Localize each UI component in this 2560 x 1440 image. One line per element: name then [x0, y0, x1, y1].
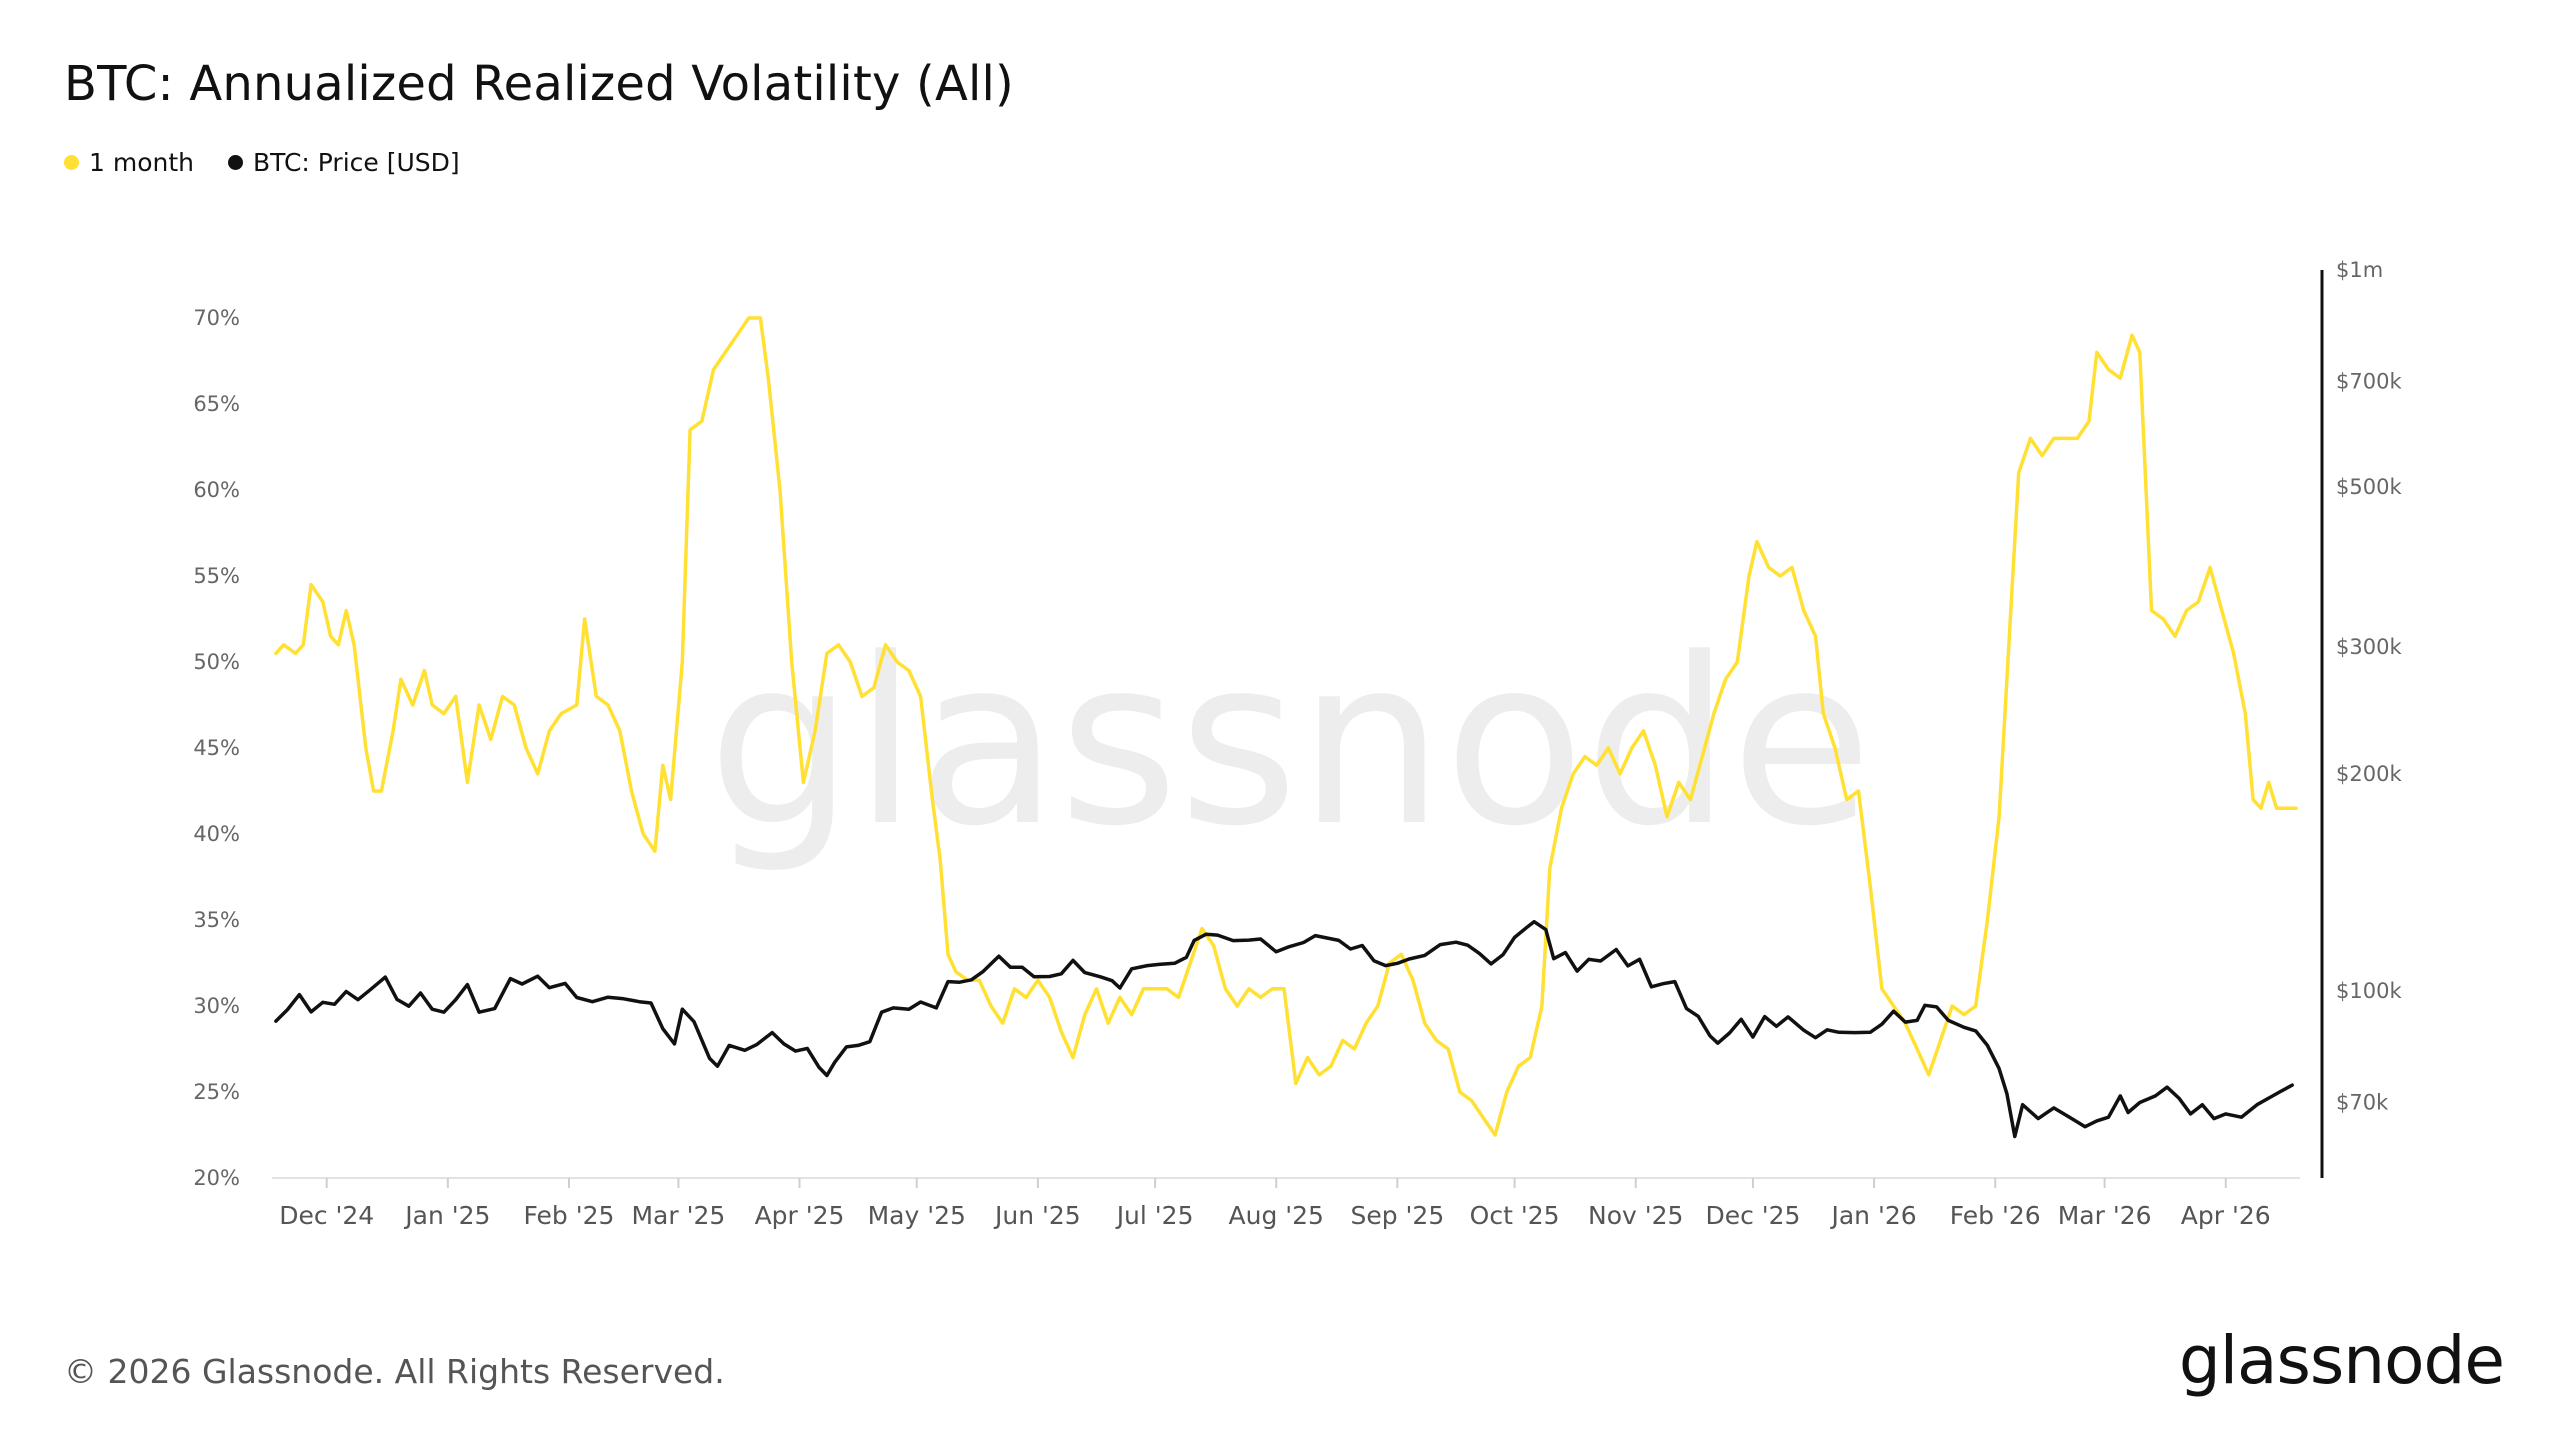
x-tick-label: Mar '26: [2058, 1201, 2152, 1230]
y-right-tick-label: $1m: [2336, 258, 2383, 282]
y-left-tick-label: 60%: [193, 478, 240, 502]
x-tick-label: Feb '26: [1950, 1201, 2041, 1230]
x-axis: Dec '24 Jan '25 Feb '25 Mar '25 Apr '25 May '…: [272, 1177, 2300, 1230]
y-left-tick-label: 30%: [193, 994, 240, 1018]
brand-logo: glassnode: [2178, 1322, 2505, 1399]
x-tick-label: Nov '25: [1588, 1201, 1683, 1230]
y-right-tick-label: $70k: [2336, 1091, 2389, 1115]
x-tick-label: Jan '26: [1829, 1201, 1916, 1230]
y-left-tick-label: 20%: [193, 1166, 240, 1190]
x-tick-label: Apr '25: [755, 1201, 845, 1230]
y-right-tick-label: $200k: [2336, 762, 2402, 786]
y-right-tick-label: $700k: [2336, 370, 2402, 394]
x-tick-label: Dec '25: [1705, 1201, 1800, 1230]
series-layer: [274, 316, 2298, 1139]
legend-label-price: BTC: Price [USD]: [253, 148, 460, 177]
x-tick-label: Apr '26: [2181, 1201, 2271, 1230]
y-left-tick-label: 55%: [193, 564, 240, 588]
y-axis-right: $1m $700k $500k $300k $200k $100k $70k: [2320, 258, 2402, 1178]
chart-title: BTC: Annualized Realized Volatility (All…: [64, 56, 1014, 112]
x-tick-label: Oct '25: [1470, 1201, 1560, 1230]
y-axis-left: 70% 65% 60% 55% 50% 45% 40% 35% 30% 25% 20%: [193, 306, 240, 1190]
y-right-tick-label: $100k: [2336, 979, 2402, 1003]
x-tick-label: Sep '25: [1350, 1201, 1444, 1230]
series-line-price[interactable]: [274, 919, 2294, 1139]
x-tick-label: Aug '25: [1229, 1201, 1324, 1230]
copyright-text: © 2026 Glassnode. All Rights Reserved.: [64, 1352, 725, 1391]
x-tick-label: Jul '25: [1115, 1201, 1194, 1230]
y-left-tick-label: 35%: [193, 908, 240, 932]
x-tick-label: Jun '25: [993, 1201, 1081, 1230]
y-left-tick-label: 25%: [193, 1080, 240, 1104]
y-left-tick-label: 70%: [193, 306, 240, 330]
y-left-tick-label: 65%: [193, 392, 240, 416]
chart-legend: 1 month BTC: Price [USD]: [64, 148, 460, 177]
legend-item-price[interactable]: BTC: Price [USD]: [228, 148, 460, 177]
legend-dot-volatility: [64, 155, 79, 170]
x-tick-label: Feb '25: [524, 1201, 615, 1230]
legend-label-volatility: 1 month: [89, 148, 194, 177]
y-left-tick-label: 40%: [193, 822, 240, 846]
y-right-tick-label: $500k: [2336, 475, 2402, 499]
watermark: glassnode: [708, 610, 1873, 877]
y-right-tick-label: $300k: [2336, 635, 2402, 659]
x-tick-label: Mar '25: [631, 1201, 725, 1230]
x-tick-label: May '25: [868, 1201, 966, 1230]
legend-dot-price: [228, 155, 243, 170]
series-line-volatility[interactable]: [274, 316, 2298, 1137]
legend-item-volatility[interactable]: 1 month: [64, 148, 194, 177]
x-tick-label: Jan '25: [403, 1201, 490, 1230]
x-tick-label: Dec '24: [279, 1201, 374, 1230]
y-left-tick-label: 45%: [193, 736, 240, 760]
y-left-tick-label: 50%: [193, 650, 240, 674]
